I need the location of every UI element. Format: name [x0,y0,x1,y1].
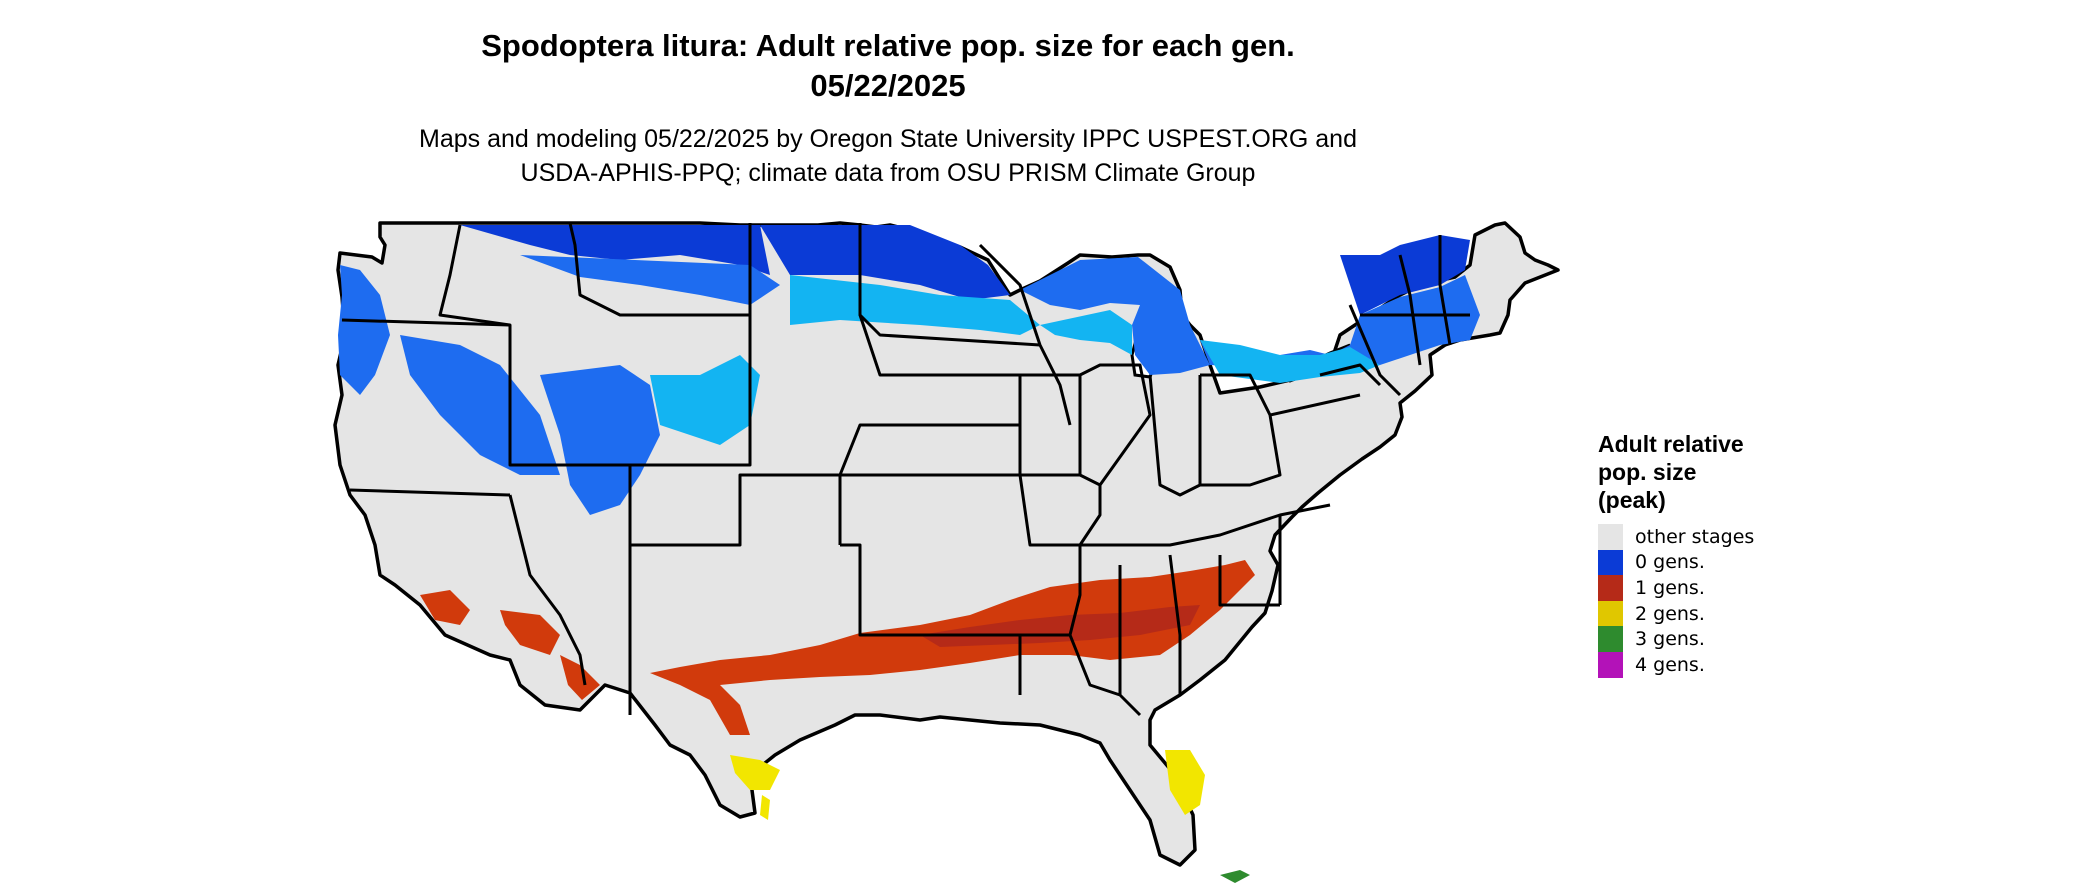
legend-swatch [1598,575,1623,601]
legend-label: 2 gens. [1635,602,1705,625]
zone-3-gens [1220,870,1250,883]
legend-label: 3 gens. [1635,628,1705,651]
map-legend: Adult relative pop. size (peak) other st… [1598,430,1858,678]
legend-item-other-stages: other stages [1598,524,1858,550]
legend-swatch [1598,651,1623,678]
legend-item-4-gens: 4 gens. [1598,651,1858,678]
legend-label: other stages [1635,525,1755,548]
legend-swatch [1598,626,1623,652]
legend-label: 1 gens. [1635,576,1705,599]
map-title: Spodoptera litura: Adult relative pop. s… [0,26,1776,106]
title-line-2: 05/22/2025 [810,68,966,103]
legend-title-line-2: pop. size [1598,459,1697,485]
legend-title-line-3: (peak) [1598,487,1666,513]
legend-item-3-gens: 3 gens. [1598,626,1858,652]
us-population-map [333,221,1560,883]
subtitle-line-1: Maps and modeling 05/22/2025 by Oregon S… [419,125,1357,153]
map-subtitle: Maps and modeling 05/22/2025 by Oregon S… [0,122,1776,190]
legend-label: 0 gens. [1635,551,1705,574]
legend-item-1-gens: 1 gens. [1598,575,1858,601]
legend-title: Adult relative pop. size (peak) [1598,430,1858,514]
legend-item-0-gens: 0 gens. [1598,549,1858,576]
legend-swatch [1598,600,1623,627]
legend-title-line-1: Adult relative [1598,431,1744,457]
legend-label: 4 gens. [1635,653,1705,676]
legend-swatch [1598,549,1623,576]
subtitle-line-2: USDA-APHIS-PPQ; climate data from OSU PR… [520,159,1256,187]
state-borders [341,222,1470,717]
zone-2-gens [730,750,1205,820]
legend-item-2-gens: 2 gens. [1598,600,1858,627]
title-line-1: Spodoptera litura: Adult relative pop. s… [481,28,1295,63]
legend-swatch [1598,524,1623,550]
